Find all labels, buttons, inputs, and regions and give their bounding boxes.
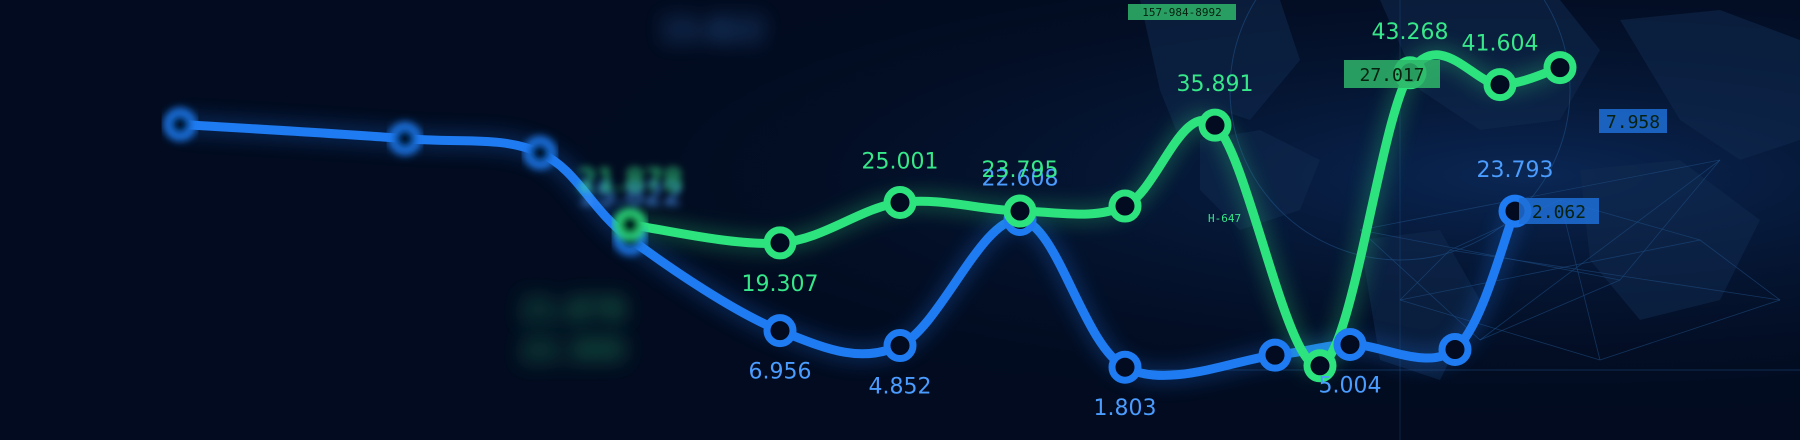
value-tag-text: 157-984-8992 bbox=[1142, 6, 1221, 19]
green-data-label: 21.878 bbox=[578, 164, 683, 199]
network-line bbox=[1359, 229, 1621, 281]
data-markers bbox=[163, 51, 1577, 384]
network-line bbox=[1399, 249, 1451, 301]
value-tag-bg bbox=[1128, 4, 1236, 20]
network-line bbox=[1619, 159, 1721, 281]
network-line bbox=[1559, 199, 1601, 361]
value-tag: 2.062 bbox=[1519, 198, 1599, 224]
blue-point-marker bbox=[1333, 327, 1367, 361]
map-continent-0 bbox=[1140, 0, 1300, 140]
value-tag-text: 7.958 bbox=[1606, 112, 1660, 133]
value-tag-text: 2.062 bbox=[1532, 202, 1586, 223]
blue-point-marker bbox=[388, 122, 422, 156]
network-line bbox=[1399, 299, 1601, 361]
blurred-label: 15.822 bbox=[660, 13, 765, 48]
grid-circle bbox=[1229, 0, 1571, 261]
green-point-marker bbox=[1483, 68, 1517, 102]
blue-point-marker bbox=[883, 329, 917, 363]
value-tag-text: 27.017 bbox=[1359, 65, 1424, 86]
value-tag-bg bbox=[1599, 109, 1667, 133]
map-continent-3 bbox=[1620, 10, 1800, 160]
green-point-marker bbox=[1108, 189, 1142, 223]
green-point-marker bbox=[763, 226, 797, 260]
blue-point-marker bbox=[763, 314, 797, 348]
green-data-label: 19.307 bbox=[742, 272, 819, 297]
blue-data-label: 15.822 bbox=[578, 178, 683, 213]
blue-point-marker bbox=[1108, 350, 1142, 384]
blue-point-marker bbox=[163, 107, 197, 141]
green-data-label: 43.268 bbox=[1372, 20, 1449, 45]
annotation-text: H-647 bbox=[1208, 212, 1241, 225]
value-tag-bg bbox=[1519, 198, 1599, 224]
network-line bbox=[1599, 299, 1781, 361]
green-data-label: 35.891 bbox=[1177, 72, 1254, 97]
blue-point-marker bbox=[1258, 338, 1292, 372]
network-line bbox=[1359, 229, 1481, 341]
green-point-marker bbox=[1003, 194, 1037, 228]
value-tag: 27.017 bbox=[1344, 60, 1440, 88]
green-data-label: 25.001 bbox=[862, 149, 939, 174]
green-data-label: 41.604 bbox=[1462, 32, 1539, 57]
value-tag: 157-984-8992 bbox=[1128, 4, 1236, 20]
network-line bbox=[1359, 159, 1721, 231]
map-continent-4 bbox=[1580, 160, 1760, 320]
blue-data-label: 1.803 bbox=[1094, 396, 1157, 421]
blue-data-label: 6.956 bbox=[749, 360, 812, 385]
blue-data-label: 22.608 bbox=[982, 166, 1059, 191]
green-point-marker bbox=[1303, 349, 1337, 383]
network-line bbox=[1399, 239, 1701, 301]
blurred-label: 22.300 bbox=[520, 333, 625, 368]
green-point-marker bbox=[1198, 108, 1232, 142]
network-lines bbox=[1150, 0, 1800, 440]
map-continent-2 bbox=[1380, 0, 1600, 130]
blue-point-marker bbox=[523, 136, 557, 170]
green-data-label: 23.795 bbox=[982, 158, 1059, 183]
blue-data-label: 4.852 bbox=[869, 375, 932, 400]
blue-point-marker bbox=[1438, 332, 1472, 366]
network-line bbox=[1699, 239, 1781, 301]
value-tag: 7.958 bbox=[1599, 109, 1667, 133]
blue-data-label: 23.793 bbox=[1477, 158, 1554, 183]
data-labels: 15.822 6.956 4.852 22.608 1.803 5.004 23.793 21… bbox=[520, 4, 1667, 421]
green-point-marker bbox=[883, 185, 917, 219]
green-point-marker bbox=[1543, 51, 1577, 85]
blurred-label: 21.878 bbox=[520, 293, 625, 328]
network-line bbox=[1479, 159, 1721, 341]
blue-data-label: 5.004 bbox=[1319, 373, 1382, 398]
value-tag-bg bbox=[1344, 60, 1440, 88]
network-line bbox=[1479, 279, 1621, 341]
green-point-marker bbox=[613, 208, 647, 242]
